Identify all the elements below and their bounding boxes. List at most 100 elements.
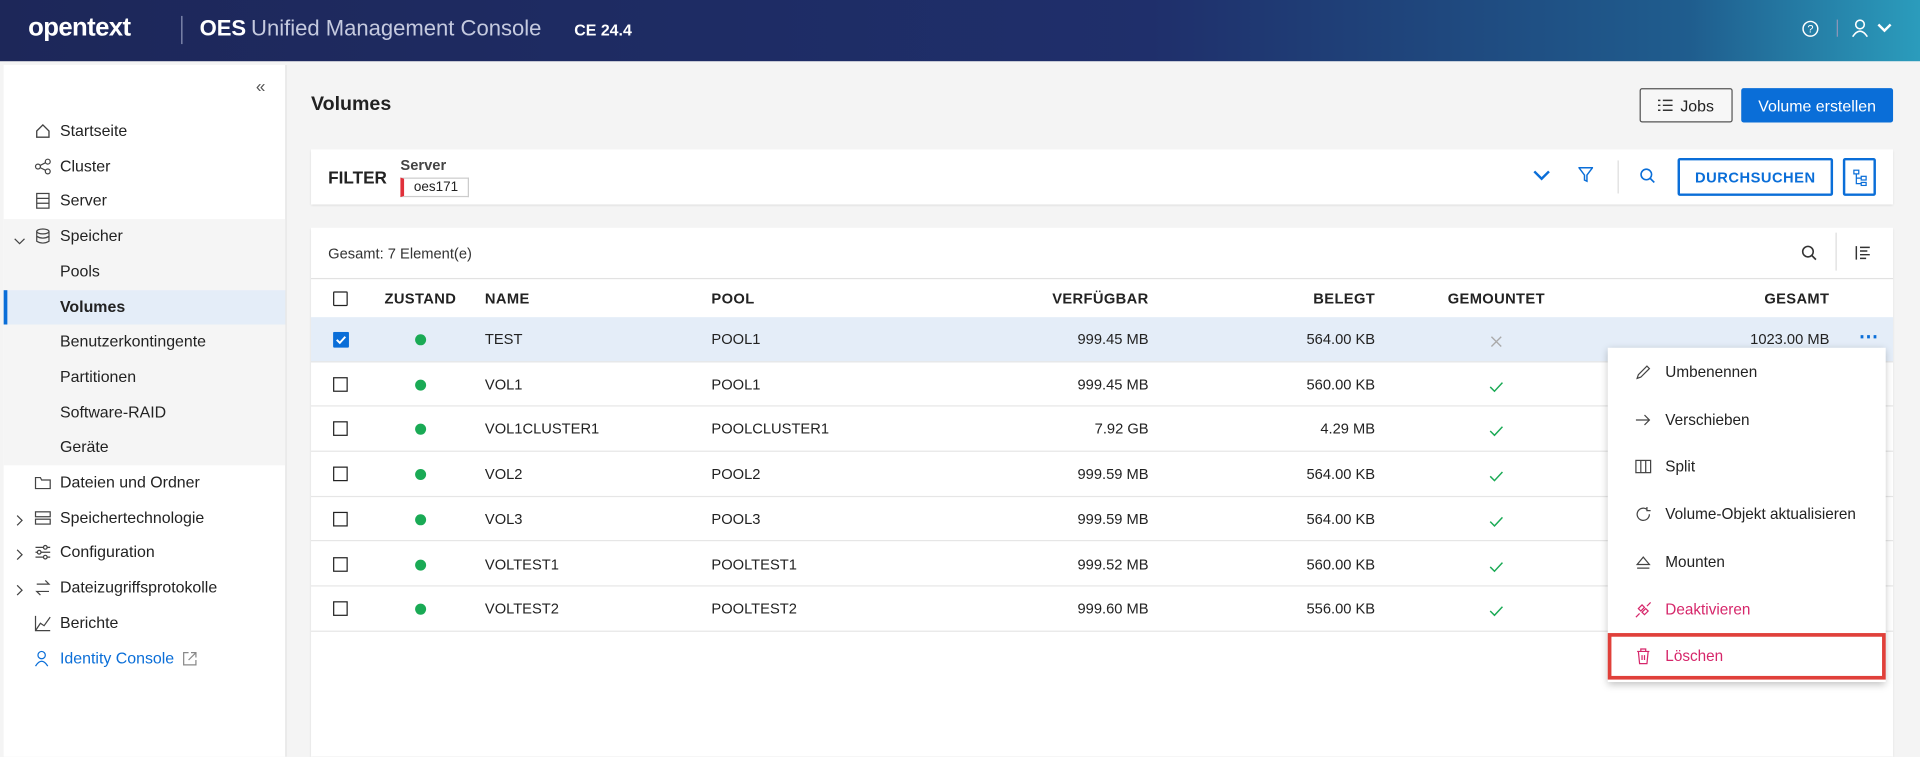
cell: TEST	[484, 330, 523, 348]
nav-item[interactable]: Speicher	[60, 226, 123, 246]
status-dot	[415, 379, 427, 391]
brand: opentext	[28, 13, 131, 42]
cell: 564.00 KB	[1306, 465, 1376, 483]
status-dot	[415, 334, 427, 346]
nav-item[interactable]: Speichertechnologie	[60, 507, 205, 527]
menu-item[interactable]: Verschieben	[1665, 411, 1750, 429]
external-link-icon	[183, 651, 197, 665]
mounted-icon	[1489, 561, 1503, 572]
table-row	[311, 496, 1894, 542]
cell: 4.29 MB	[1320, 420, 1376, 438]
cell: POOLTEST1	[711, 555, 797, 573]
nav-icon	[34, 474, 51, 495]
menu-icon	[1635, 364, 1652, 385]
column-header[interactable]: POOL	[711, 290, 755, 308]
nav-item[interactable]: Dateizugriffsprotokolle	[60, 578, 218, 597]
menu-item[interactable]: Mounten	[1665, 553, 1725, 571]
menu-icon	[1635, 411, 1652, 432]
nav-item[interactable]: Identity Console	[60, 648, 175, 667]
search-icon[interactable]	[1640, 168, 1656, 184]
row-checkbox[interactable]	[333, 556, 348, 572]
menu-icon	[1635, 648, 1652, 669]
column-header[interactable]: BELEGT	[1313, 290, 1376, 308]
product: OES	[199, 15, 247, 41]
cell: 999.59 MB	[1077, 510, 1149, 528]
row-checkbox[interactable]	[333, 466, 348, 482]
cell: POOLTEST2	[711, 600, 797, 618]
nav-item[interactable]: Startseite	[60, 121, 128, 140]
table-search-icon[interactable]	[1801, 245, 1817, 261]
nav-subitem[interactable]: Partitionen	[60, 367, 137, 386]
nav-item[interactable]: Berichte	[60, 613, 119, 632]
collapse-button[interactable]: «	[255, 75, 266, 96]
row-checkbox[interactable]	[333, 601, 348, 617]
table-summary: Gesamt: 7 Element(e)	[328, 244, 472, 263]
menu-item[interactable]: Umbenennen	[1665, 363, 1758, 381]
menu-item[interactable]: Volume-Objekt aktualisieren	[1665, 505, 1856, 523]
row-checkbox[interactable]	[333, 421, 348, 437]
search-button[interactable]: DURCHSUCHEN	[1677, 157, 1834, 196]
menu-icon	[1635, 414, 1651, 425]
expand-icon[interactable]	[1533, 169, 1550, 181]
nav-icon	[34, 650, 51, 671]
mounted-icon	[1489, 468, 1504, 486]
filter-icon[interactable]	[1578, 167, 1594, 184]
nav-icon	[34, 579, 51, 600]
nav-icon	[34, 509, 51, 530]
cell: VOL1	[484, 375, 523, 393]
tree-button[interactable]	[1842, 157, 1876, 196]
nav-item[interactable]: Configuration	[60, 542, 155, 562]
nav-icon	[36, 123, 50, 138]
mounted-icon	[1489, 558, 1504, 576]
column-header[interactable]: GEMOUNTET	[1447, 290, 1545, 308]
column-header[interactable]: NAME	[484, 290, 530, 308]
column-header[interactable]: GESAMT	[1764, 290, 1830, 308]
nav-item[interactable]: Server	[60, 191, 107, 210]
nav-icon	[35, 580, 51, 596]
user-menu[interactable]	[1851, 18, 1895, 38]
columns-icon[interactable]	[1855, 245, 1871, 261]
menu-icon	[1635, 601, 1652, 617]
cell: 7.92 GB	[1094, 420, 1149, 438]
menu-item[interactable]: Deaktivieren	[1665, 600, 1751, 618]
cell: POOL2	[711, 465, 761, 483]
row-actions[interactable]: ⋯	[1858, 326, 1879, 348]
nav-subitem[interactable]: Benutzerkontingente	[60, 332, 207, 351]
nav-icon	[35, 545, 51, 561]
volume-table: Gesamt: 7 Element(e) ZUSTAND NAME POOL VERF…	[311, 227, 1894, 757]
nav-subitem[interactable]: Volumes	[60, 296, 126, 316]
version: CE 24.4	[574, 20, 632, 40]
divider	[1835, 232, 1837, 271]
nav-subitem[interactable]: Geräte	[60, 437, 109, 456]
section-background	[3, 219, 286, 466]
cell: POOL3	[711, 510, 761, 528]
jobs-button[interactable]: Jobs	[1639, 88, 1733, 123]
nav-item[interactable]: Cluster	[60, 156, 111, 175]
unmounted-icon	[1490, 336, 1502, 348]
menu-icon	[1636, 507, 1651, 522]
help-icon[interactable]: ?	[1801, 20, 1819, 38]
mounted-icon	[1489, 381, 1503, 392]
status-dot	[415, 558, 427, 571]
column-header[interactable]: ZUSTAND	[384, 290, 457, 308]
menu-item[interactable]: Split	[1665, 458, 1696, 476]
expand-icon	[13, 232, 25, 250]
menu-item[interactable]: Löschen	[1665, 647, 1724, 666]
cell: VOLTEST2	[484, 600, 559, 618]
create-volume-button[interactable]: Volume erstellen	[1741, 88, 1894, 123]
nav-item[interactable]: Dateien und Ordner	[60, 472, 200, 492]
filter-field: Server	[400, 156, 447, 174]
nav-subitem[interactable]: Pools	[60, 261, 100, 281]
row-checkbox[interactable]	[333, 376, 348, 392]
column-header[interactable]: VERFÜGBAR	[1052, 290, 1149, 308]
cell: VOLTEST1	[484, 555, 559, 573]
filter-chip[interactable]: oes171	[400, 177, 470, 198]
nav-subitem[interactable]: Software-RAID	[60, 402, 167, 421]
select-all-checkbox[interactable]	[333, 291, 348, 307]
nav-icon	[34, 614, 51, 635]
table-row	[311, 541, 1894, 587]
row-checkbox[interactable]	[333, 511, 348, 527]
nav-icon	[34, 510, 51, 525]
mounted-icon	[1489, 513, 1504, 531]
